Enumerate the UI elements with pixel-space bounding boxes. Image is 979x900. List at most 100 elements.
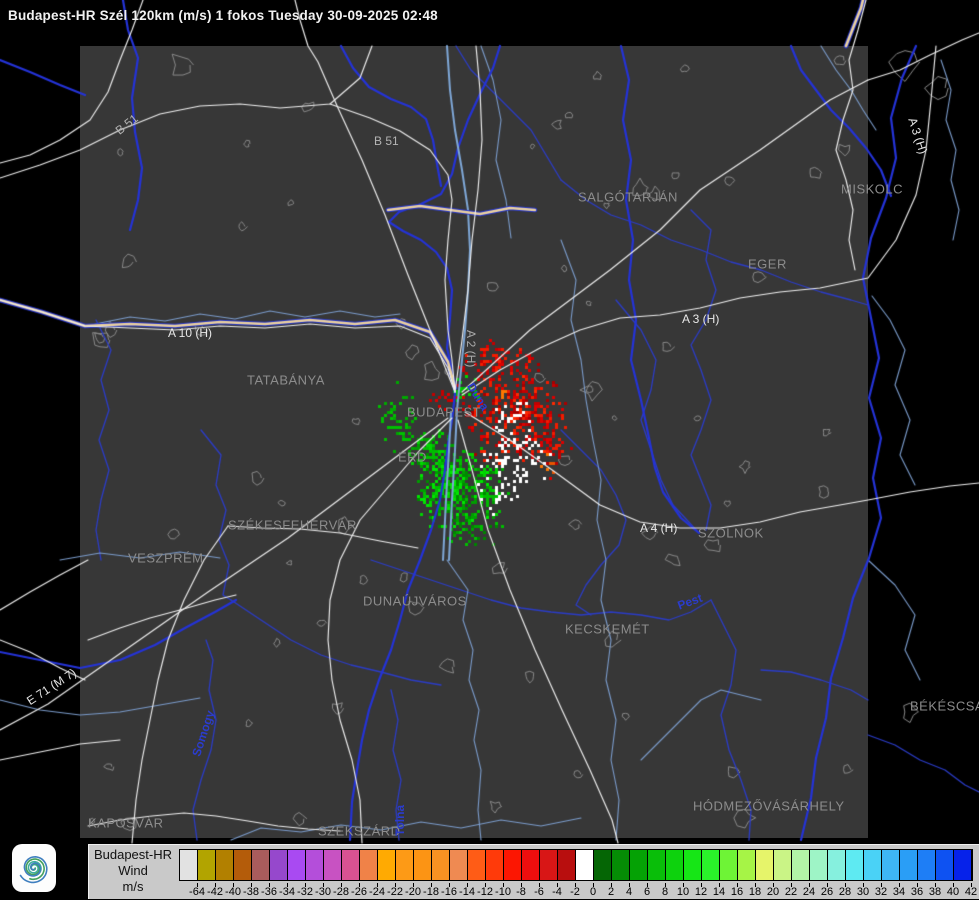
legend-cell--34 [270, 850, 288, 880]
legend-cell-26 [810, 850, 828, 880]
legend-tick-label: -26 [351, 886, 367, 898]
road-label: A 2 (H) [464, 330, 478, 368]
legend-tick-label: 12 [694, 886, 708, 898]
legend-tick [629, 883, 630, 887]
city-label-budapest: BUDAPEST [407, 404, 482, 420]
city-label-szekszárd: SZEKSZÁRD [318, 823, 401, 839]
legend-tick-label: 14 [712, 886, 726, 898]
spiral-stroke [19, 855, 48, 884]
legend-quantity: Wind [118, 863, 148, 878]
legend-tick [197, 883, 198, 887]
city-label-veszprém: VESZPRÉM [128, 550, 204, 566]
legend-tick [431, 883, 432, 887]
legend-tick-label: -8 [516, 886, 526, 898]
legend-cell-18 [738, 850, 756, 880]
legend-cell-28 [828, 850, 846, 880]
legend-cell--38 [234, 850, 252, 880]
legend-tick-label: 2 [607, 886, 615, 898]
legend-cell--36 [252, 850, 270, 880]
legend-tick [845, 883, 846, 887]
legend-cell--64 [180, 850, 198, 880]
legend-tick [251, 883, 252, 887]
legend-tick-label: -12 [477, 886, 493, 898]
legend-tick-label: 6 [643, 886, 651, 898]
legend-tick-label: -24 [369, 886, 385, 898]
city-label-szolnok: SZOLNOK [698, 525, 764, 541]
legend-cell-38 [918, 850, 936, 880]
legend-cell--32 [288, 850, 306, 880]
legend-tick-label: -2 [570, 886, 580, 898]
legend-tick [611, 883, 612, 887]
cyclone-logo [12, 844, 56, 892]
legend-tick-label: 42 [964, 886, 978, 898]
legend-tick [449, 883, 450, 887]
legend-cell-2 [594, 850, 612, 880]
legend-tick [413, 883, 414, 887]
legend-tick-label: 4 [625, 886, 633, 898]
legend-tick-label: -28 [333, 886, 349, 898]
legend-tick-label: 36 [910, 886, 924, 898]
legend-cell-0 [576, 850, 594, 880]
legend-cell-20 [756, 850, 774, 880]
legend-tick-label: 20 [766, 886, 780, 898]
legend-cell-42 [954, 850, 971, 880]
legend-tick [503, 883, 504, 887]
legend-cell--22 [378, 850, 396, 880]
legend-tick-label: 22 [784, 886, 798, 898]
legend-tick [395, 883, 396, 887]
legend-tick-label: -10 [495, 886, 511, 898]
legend-tick-label: -32 [297, 886, 313, 898]
legend-tick [215, 883, 216, 887]
legend-unit: m/s [122, 879, 144, 894]
legend-tick [341, 883, 342, 887]
legend-cell-14 [702, 850, 720, 880]
legend-cell-34 [882, 850, 900, 880]
legend-tick-label: 16 [730, 886, 744, 898]
legend-tick-label: -38 [243, 886, 259, 898]
city-label-dunaújváros: DUNAÚJVÁROS [363, 593, 467, 609]
legend-tick [809, 883, 810, 887]
legend-tick-label: -6 [534, 886, 544, 898]
legend-tick [701, 883, 702, 887]
legend-tick [233, 883, 234, 887]
legend-tick-label: 32 [874, 886, 888, 898]
legend-tick-label: 18 [748, 886, 762, 898]
legend-tick-label: 8 [661, 886, 669, 898]
legend-tick-label: 24 [802, 886, 816, 898]
legend-color-bar [179, 849, 973, 881]
cyclone-spiral-icon [19, 855, 48, 884]
legend-tick [359, 883, 360, 887]
city-label-kecskemét: KECSKEMÉT [565, 621, 650, 637]
legend-cell--24 [360, 850, 378, 880]
area-label-tolna: Tolna [393, 804, 407, 836]
legend-tick [827, 883, 828, 887]
legend-tick [899, 883, 900, 887]
legend-tick-label: -14 [459, 886, 475, 898]
legend-cell--40 [216, 850, 234, 880]
legend-tick-label: 34 [892, 886, 906, 898]
legend-tick-label: -22 [387, 886, 403, 898]
city-label-miskolc: MISKOLC [841, 181, 904, 197]
logo-background [12, 844, 56, 892]
city-label-salgótarján: SALGÓTARJÁN [578, 189, 678, 205]
legend-tick [647, 883, 648, 887]
legend-tick [467, 883, 468, 887]
legend-tick [575, 883, 576, 887]
legend-tick [323, 883, 324, 887]
legend-tick [953, 883, 954, 887]
legend-tick-label: -64 [189, 886, 205, 898]
legend-cell-30 [846, 850, 864, 880]
legend-cell--8 [504, 850, 522, 880]
legend-tick [719, 883, 720, 887]
legend-tick-label: 10 [676, 886, 690, 898]
legend-tick [791, 883, 792, 887]
legend-tick [773, 883, 774, 887]
legend-cell--18 [414, 850, 432, 880]
legend-tick-label: 28 [838, 886, 852, 898]
road-label: B 51 [374, 134, 399, 148]
legend-tick [485, 883, 486, 887]
legend-tick [665, 883, 666, 887]
legend-tick [539, 883, 540, 887]
legend-tick [557, 883, 558, 887]
